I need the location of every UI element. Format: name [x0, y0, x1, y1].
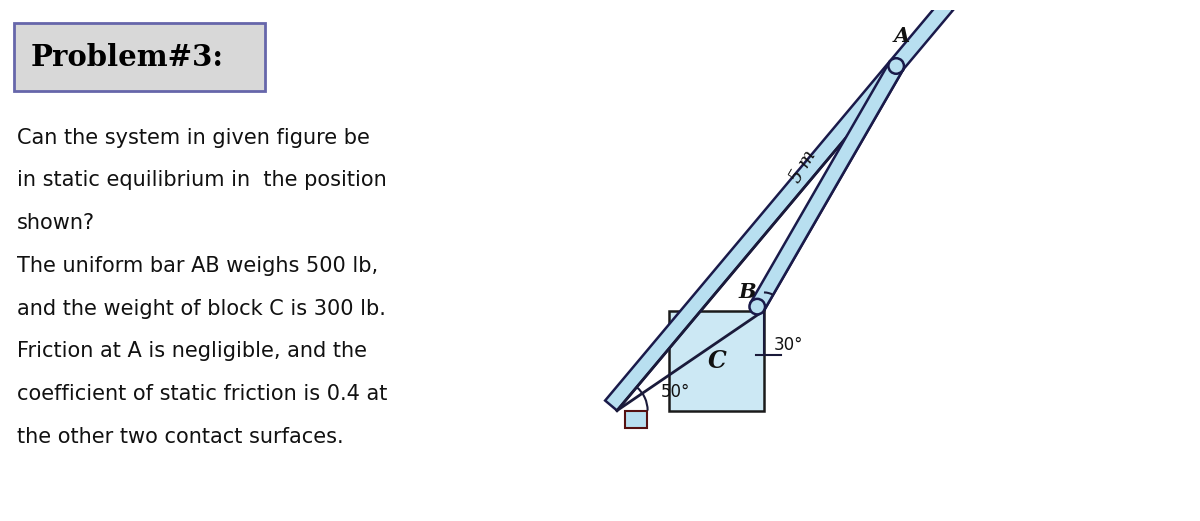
- Text: Friction at A is negligible, and the: Friction at A is negligible, and the: [17, 341, 367, 361]
- Text: 5 m: 5 m: [787, 147, 820, 186]
- Text: Can the system in given figure be: Can the system in given figure be: [17, 128, 370, 147]
- Text: shown?: shown?: [17, 213, 95, 233]
- Text: and the weight of block C is 300 lb.: and the weight of block C is 300 lb.: [17, 299, 385, 318]
- Polygon shape: [750, 62, 902, 311]
- Text: 50°: 50°: [660, 382, 690, 401]
- Text: A: A: [894, 26, 910, 46]
- Text: coefficient of static friction is 0.4 at: coefficient of static friction is 0.4 at: [17, 384, 388, 404]
- Circle shape: [750, 299, 766, 314]
- Circle shape: [888, 58, 904, 74]
- Text: in static equilibrium in  the position: in static equilibrium in the position: [17, 170, 386, 190]
- Text: Problem#3:: Problem#3:: [31, 43, 224, 72]
- Text: 30°: 30°: [774, 336, 804, 354]
- Polygon shape: [625, 411, 647, 428]
- Text: The uniform bar AB weighs 500 lb,: The uniform bar AB weighs 500 lb,: [17, 256, 378, 276]
- Text: the other two contact surfaces.: the other two contact surfaces.: [17, 427, 343, 446]
- Polygon shape: [605, 1, 953, 411]
- FancyBboxPatch shape: [14, 23, 265, 91]
- Text: B: B: [738, 282, 756, 302]
- Text: C: C: [707, 349, 726, 373]
- Polygon shape: [670, 311, 764, 411]
